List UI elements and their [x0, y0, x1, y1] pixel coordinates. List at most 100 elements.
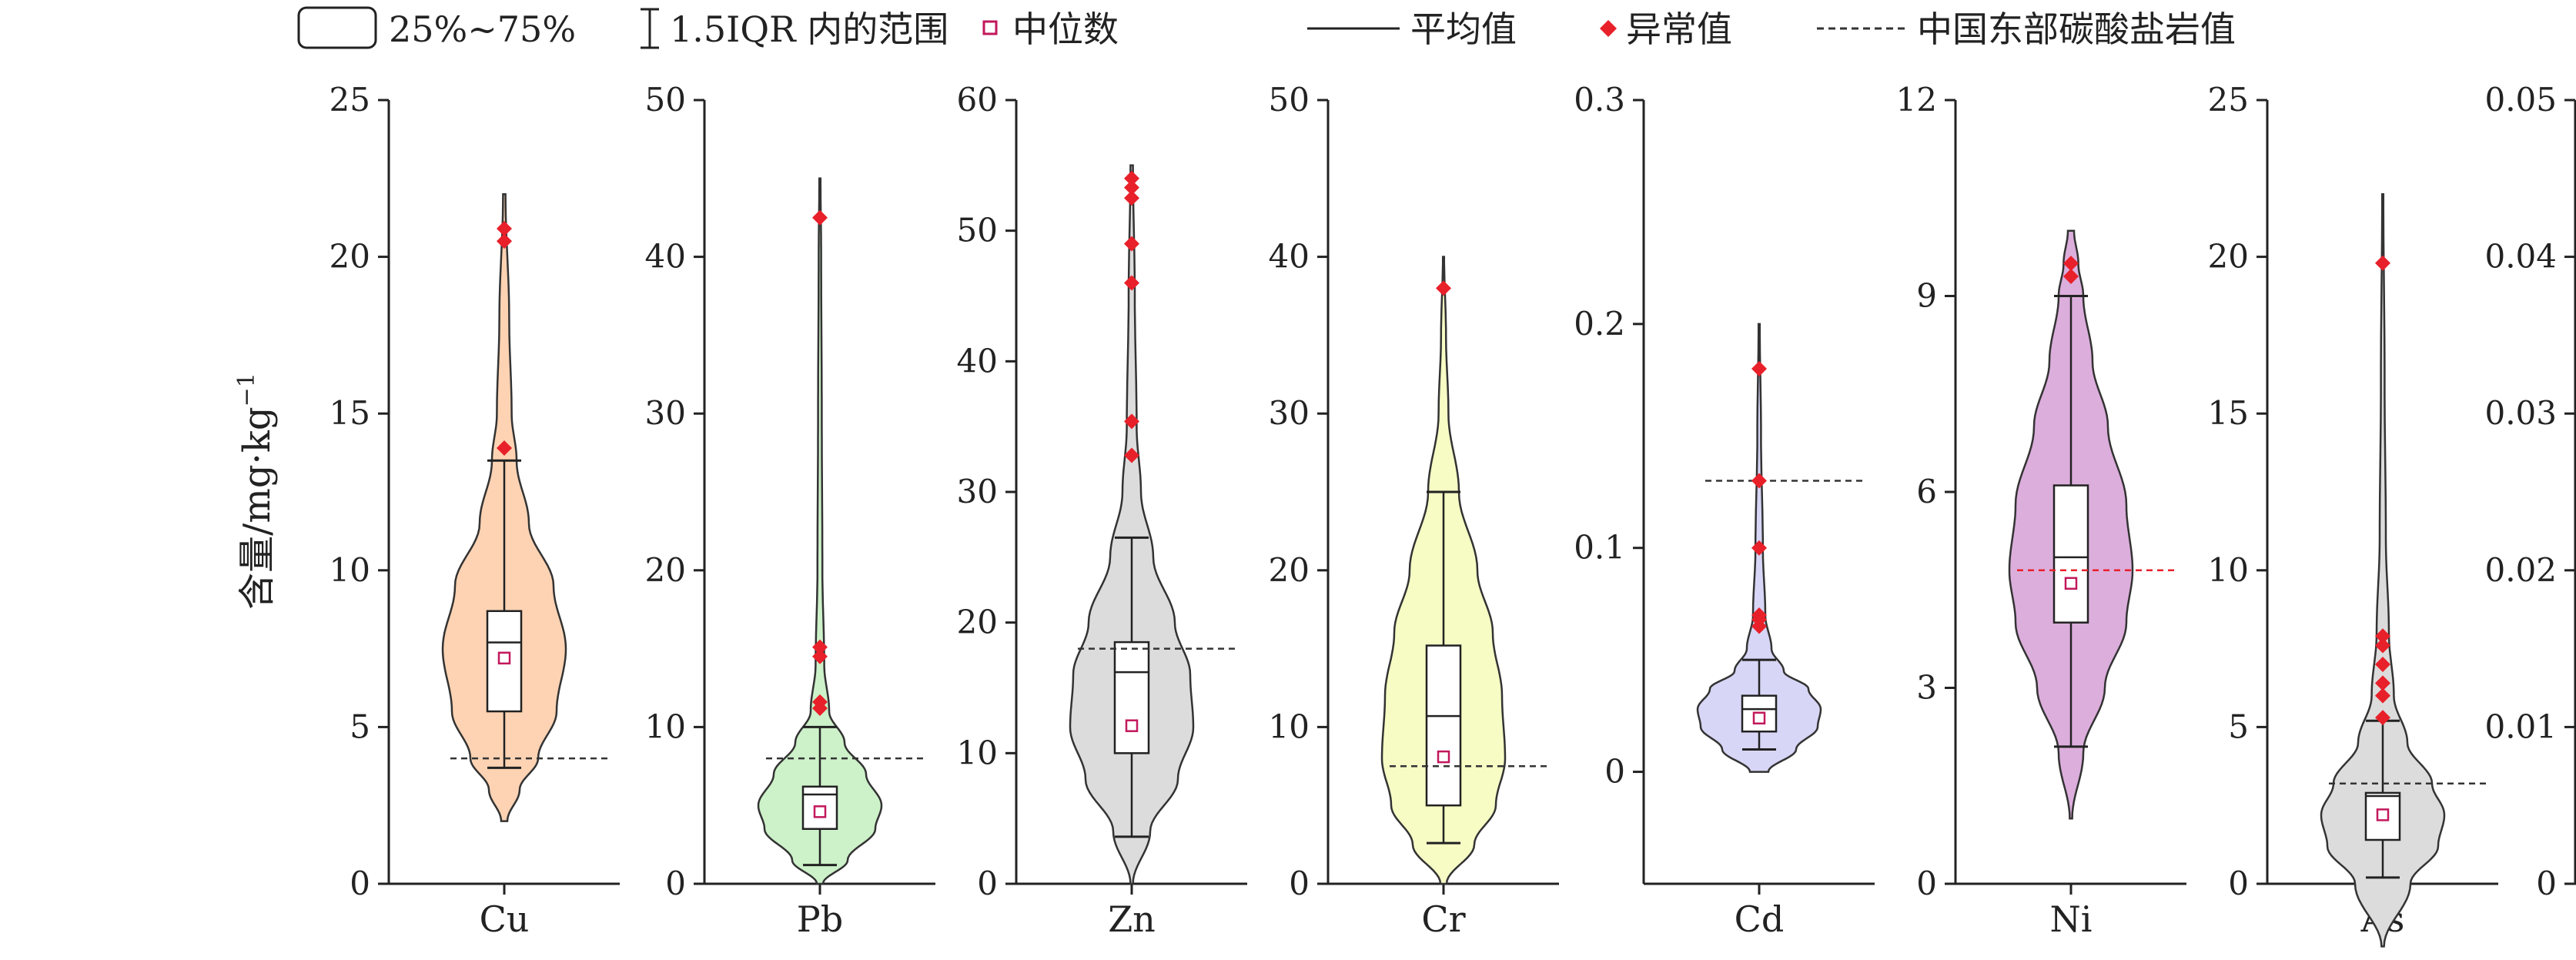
outlier-point: [2063, 256, 2079, 272]
y-tick-label: 0.05: [2484, 81, 2557, 119]
y-tick-label: 50: [1269, 81, 1310, 119]
y-tick-label: 50: [645, 81, 686, 119]
outlier-point: [812, 648, 828, 664]
y-tick-label: 0: [1916, 865, 1937, 902]
x-category-label: Pb: [797, 898, 843, 940]
legend-iqr-swatch: [297, 6, 377, 49]
y-tick-label: 0.01: [2484, 707, 2557, 745]
y-tick-label: 5: [350, 707, 370, 745]
y-tick-label: 20: [1269, 551, 1310, 589]
outlier-point: [1124, 179, 1139, 196]
y-tick-label: 20: [957, 604, 998, 641]
y-tick-label: 12: [1896, 81, 1937, 119]
panel-hg: Hg00.010.020.030.040.05: [2484, 81, 2576, 902]
y-tick-label: 0.02: [2484, 551, 2557, 589]
panels: Cu0510152025Pb01020304050Zn0102030405060…: [330, 81, 2576, 948]
outlier-point: [1751, 473, 1767, 489]
legend-outlier-icon: [1600, 20, 1617, 37]
y-tick-label: 60: [957, 81, 998, 119]
y-tick-label: 25: [330, 81, 370, 119]
y-tick-label: 0.1: [1574, 529, 1625, 567]
legend-median-label: 中位数: [1012, 8, 1119, 50]
y-tick-label: 0.04: [2484, 238, 2557, 276]
outlier-point: [2063, 269, 2079, 285]
median-marker: [2064, 577, 2078, 590]
y-tick-label: 10: [645, 707, 686, 745]
outlier-point: [812, 694, 828, 710]
outlier-point: [812, 639, 828, 655]
x-category-label: Ni: [2050, 898, 2093, 940]
y-tick-label: 0: [350, 865, 370, 902]
y-tick-label: 15: [330, 394, 370, 432]
panel-pb: Pb 0 10 20 30 40 50: [645, 81, 935, 940]
outlier-point: [2375, 687, 2390, 704]
y-tick-label: 40: [645, 238, 686, 276]
legend-iqr-label: 25%~75%: [389, 8, 576, 50]
y-tick-label: 6: [1916, 473, 1937, 510]
y-tick-label: 3: [1916, 669, 1937, 707]
y-tick-label: 0: [977, 865, 998, 902]
legend-whisker-label: 1.5IQR 内的范围: [670, 8, 948, 50]
y-tick-label: 10: [1269, 707, 1310, 745]
violin-body: [757, 177, 883, 885]
outlier-point: [2375, 637, 2390, 654]
panel-ni: Ni 0 3 6 9 12: [1896, 81, 2186, 940]
y-tick-label: 0: [2228, 865, 2249, 902]
x-category-label: Cr: [1421, 898, 1465, 940]
outlier-point: [1124, 275, 1139, 291]
y-tick-label: 0.2: [1574, 305, 1625, 343]
outlier-point: [1751, 607, 1767, 623]
median-marker: [2376, 808, 2390, 821]
violin-body: [1069, 164, 1195, 885]
median-marker: [1125, 719, 1139, 732]
outlier-point: [2375, 675, 2390, 691]
x-category-label: Cd: [1735, 898, 1785, 940]
outlier-point: [1751, 361, 1767, 377]
panel-cd: Cd 0 0.1 0.2 0.3: [1574, 81, 1875, 940]
y-tick-label: 0: [1604, 753, 1625, 791]
outlier-point: [497, 220, 512, 236]
iqr-box: [1741, 694, 1778, 733]
outlier-point: [1124, 413, 1139, 430]
y-tick-label: 15: [2208, 394, 2249, 432]
y-tick-label: 40: [1269, 238, 1310, 276]
y-tick-label: 0: [2536, 865, 2557, 902]
y-axis-label: 含量/mg·kg−1: [233, 373, 279, 610]
legend-median-icon: [982, 20, 998, 35]
y-tick-label: 25: [2208, 81, 2249, 119]
outlier-point: [1124, 190, 1139, 206]
panel-cr: Cr 0 10 20 30 40 50: [1269, 81, 1559, 940]
legend: 25%~75% 1.5IQR 内的范围 中位数 平均值 异常值 中国东部碳酸盐岩…: [297, 6, 2236, 50]
legend-reference-label: 中国东部碳酸盐岩值: [1917, 8, 2236, 50]
y-axis-label-text: 含量/mg·kg: [236, 406, 279, 610]
iqr-box: [2052, 484, 2089, 624]
iqr-box: [1113, 641, 1150, 754]
y-tick-label: 30: [645, 394, 686, 432]
outlier-point: [1124, 170, 1139, 186]
y-tick-label: 9: [1916, 277, 1937, 315]
y-axis-label-superscript: −1: [233, 373, 260, 406]
panel-as: As0510152025: [2208, 81, 2498, 948]
y-tick-label: 20: [645, 551, 686, 589]
outlier-point: [1124, 236, 1139, 252]
y-tick-label: 30: [1269, 394, 1310, 432]
y-tick-label: 5: [2228, 707, 2249, 745]
y-tick-label: 20: [330, 238, 370, 276]
outlier-point: [497, 233, 512, 249]
panel-cu: Cu 0 5 10 15 20 25: [330, 81, 620, 940]
median-marker: [813, 805, 827, 818]
x-category-label: Zn: [1108, 898, 1156, 940]
outlier-point: [2375, 656, 2390, 672]
outlier-point: [1436, 280, 1451, 296]
y-tick-label: 30: [957, 473, 998, 510]
legend-outlier-label: 异常值: [1626, 8, 1732, 50]
median-marker: [1437, 750, 1450, 764]
violin-body: [2320, 192, 2446, 948]
y-tick-label: 50: [957, 212, 998, 249]
y-tick-label: 10: [2208, 551, 2249, 589]
y-tick-label: 10: [330, 551, 370, 589]
y-tick-label: 0: [1289, 865, 1310, 902]
iqr-box: [1425, 644, 1462, 807]
